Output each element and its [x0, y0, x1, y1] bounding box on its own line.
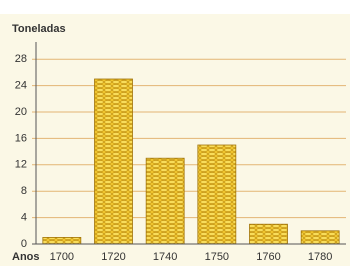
x-tick-label: 1780	[308, 251, 332, 263]
x-tick-label: 1720	[101, 251, 125, 263]
bar	[250, 224, 288, 244]
x-tick-label: 1750	[205, 251, 229, 263]
y-tick-label: 24	[15, 80, 27, 92]
x-tick-label: 1740	[153, 251, 177, 263]
y-axis-label: Toneladas	[12, 23, 66, 35]
chart: Toneladas Anos 0 4 8 12 16 20 24 28 1700 1720 1740…	[0, 0, 350, 266]
page: {"chart_data": {"type": "bar", "y_label"…	[0, 0, 350, 266]
y-tick-label: 12	[15, 159, 27, 171]
y-tick-label: 0	[21, 238, 27, 250]
bar	[198, 145, 236, 244]
bar	[95, 79, 133, 244]
x-axis-label: Anos	[12, 251, 40, 263]
x-tick-label: 1700	[50, 251, 74, 263]
bar	[146, 158, 184, 244]
y-tick-label: 20	[15, 106, 27, 118]
y-tick-label: 8	[21, 185, 27, 197]
x-tick-label: 1760	[256, 251, 280, 263]
y-tick-label: 4	[21, 212, 27, 224]
bar	[301, 231, 339, 244]
y-tick-label: 28	[15, 53, 27, 65]
y-tick-label: 16	[15, 132, 27, 144]
bar	[43, 237, 81, 244]
